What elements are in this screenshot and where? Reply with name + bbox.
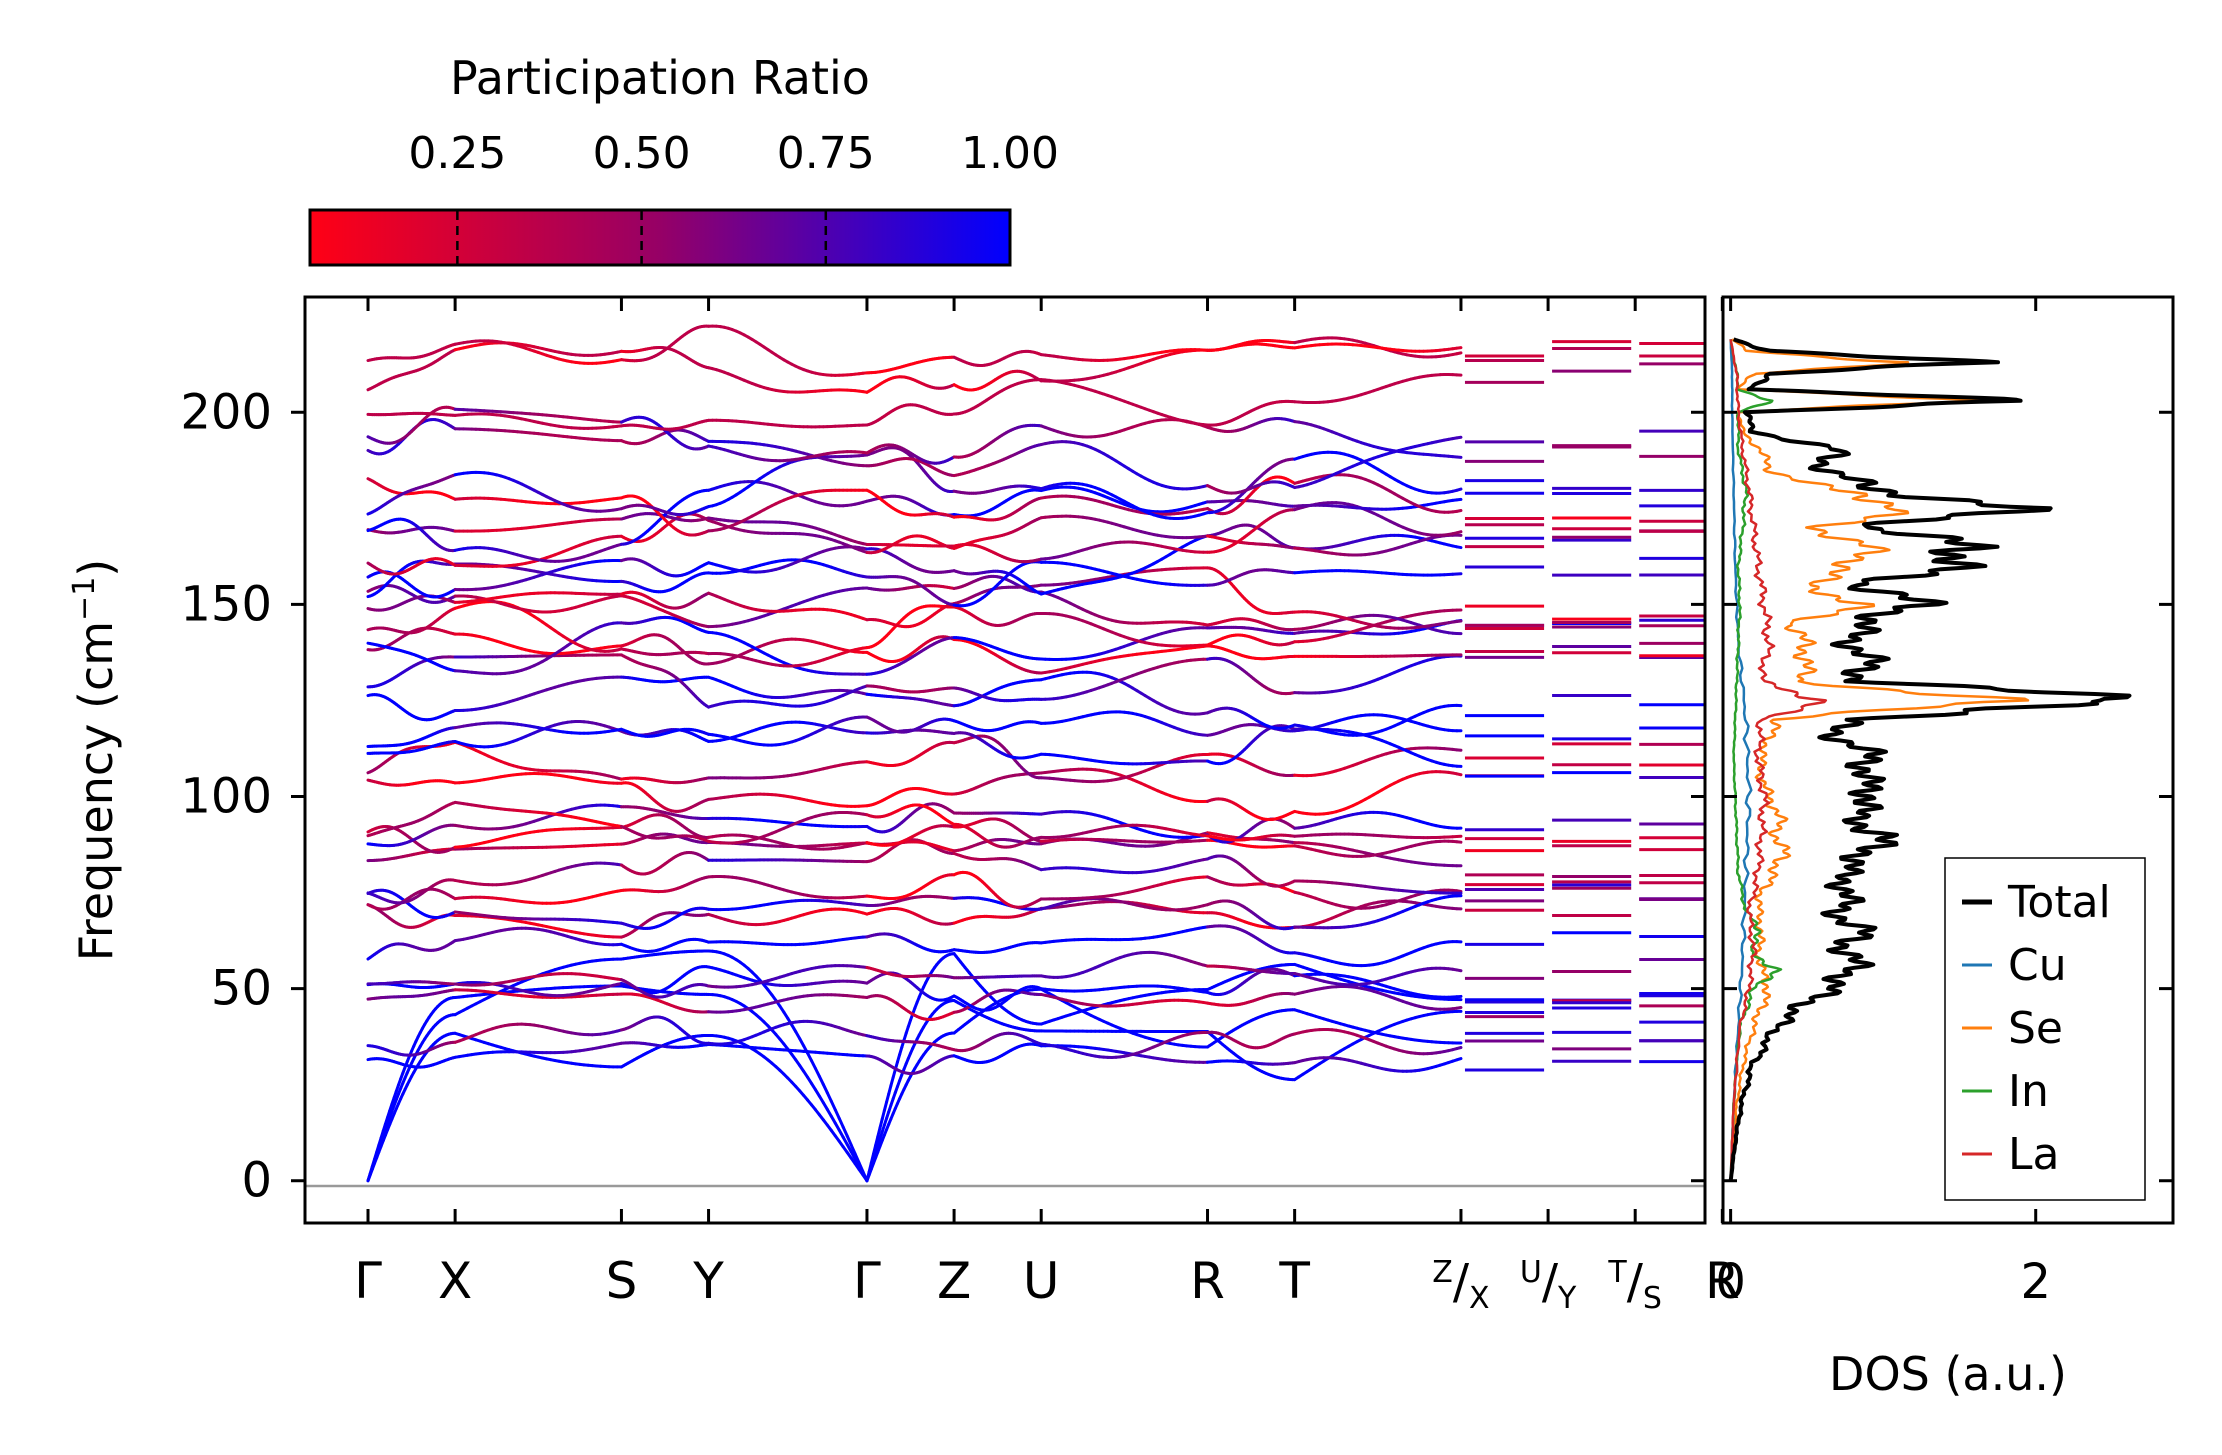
band-segment — [1455, 889, 1463, 893]
band-segment — [1455, 968, 1463, 973]
band-segment — [1455, 1057, 1463, 1062]
colorbar: Participation Ratio 0.25 0.50 0.75 1.00 — [308, 51, 1059, 267]
colorbar-label: Participation Ratio — [450, 51, 870, 105]
colorbar-tick-label: 0.50 — [593, 128, 691, 179]
phonon-bands — [366, 324, 1705, 1183]
band-segment — [1455, 1045, 1463, 1051]
colorbar-tick-label: 0.25 — [408, 128, 506, 179]
colorbar-ticks: 0.25 0.50 0.75 1.00 — [408, 128, 1059, 264]
band-segment — [1455, 1005, 1463, 1010]
colorbar-tick-label: 1.00 — [961, 128, 1059, 179]
colorbar-gradient — [308, 208, 1012, 267]
colorbar-tick-label: 0.75 — [777, 128, 875, 179]
